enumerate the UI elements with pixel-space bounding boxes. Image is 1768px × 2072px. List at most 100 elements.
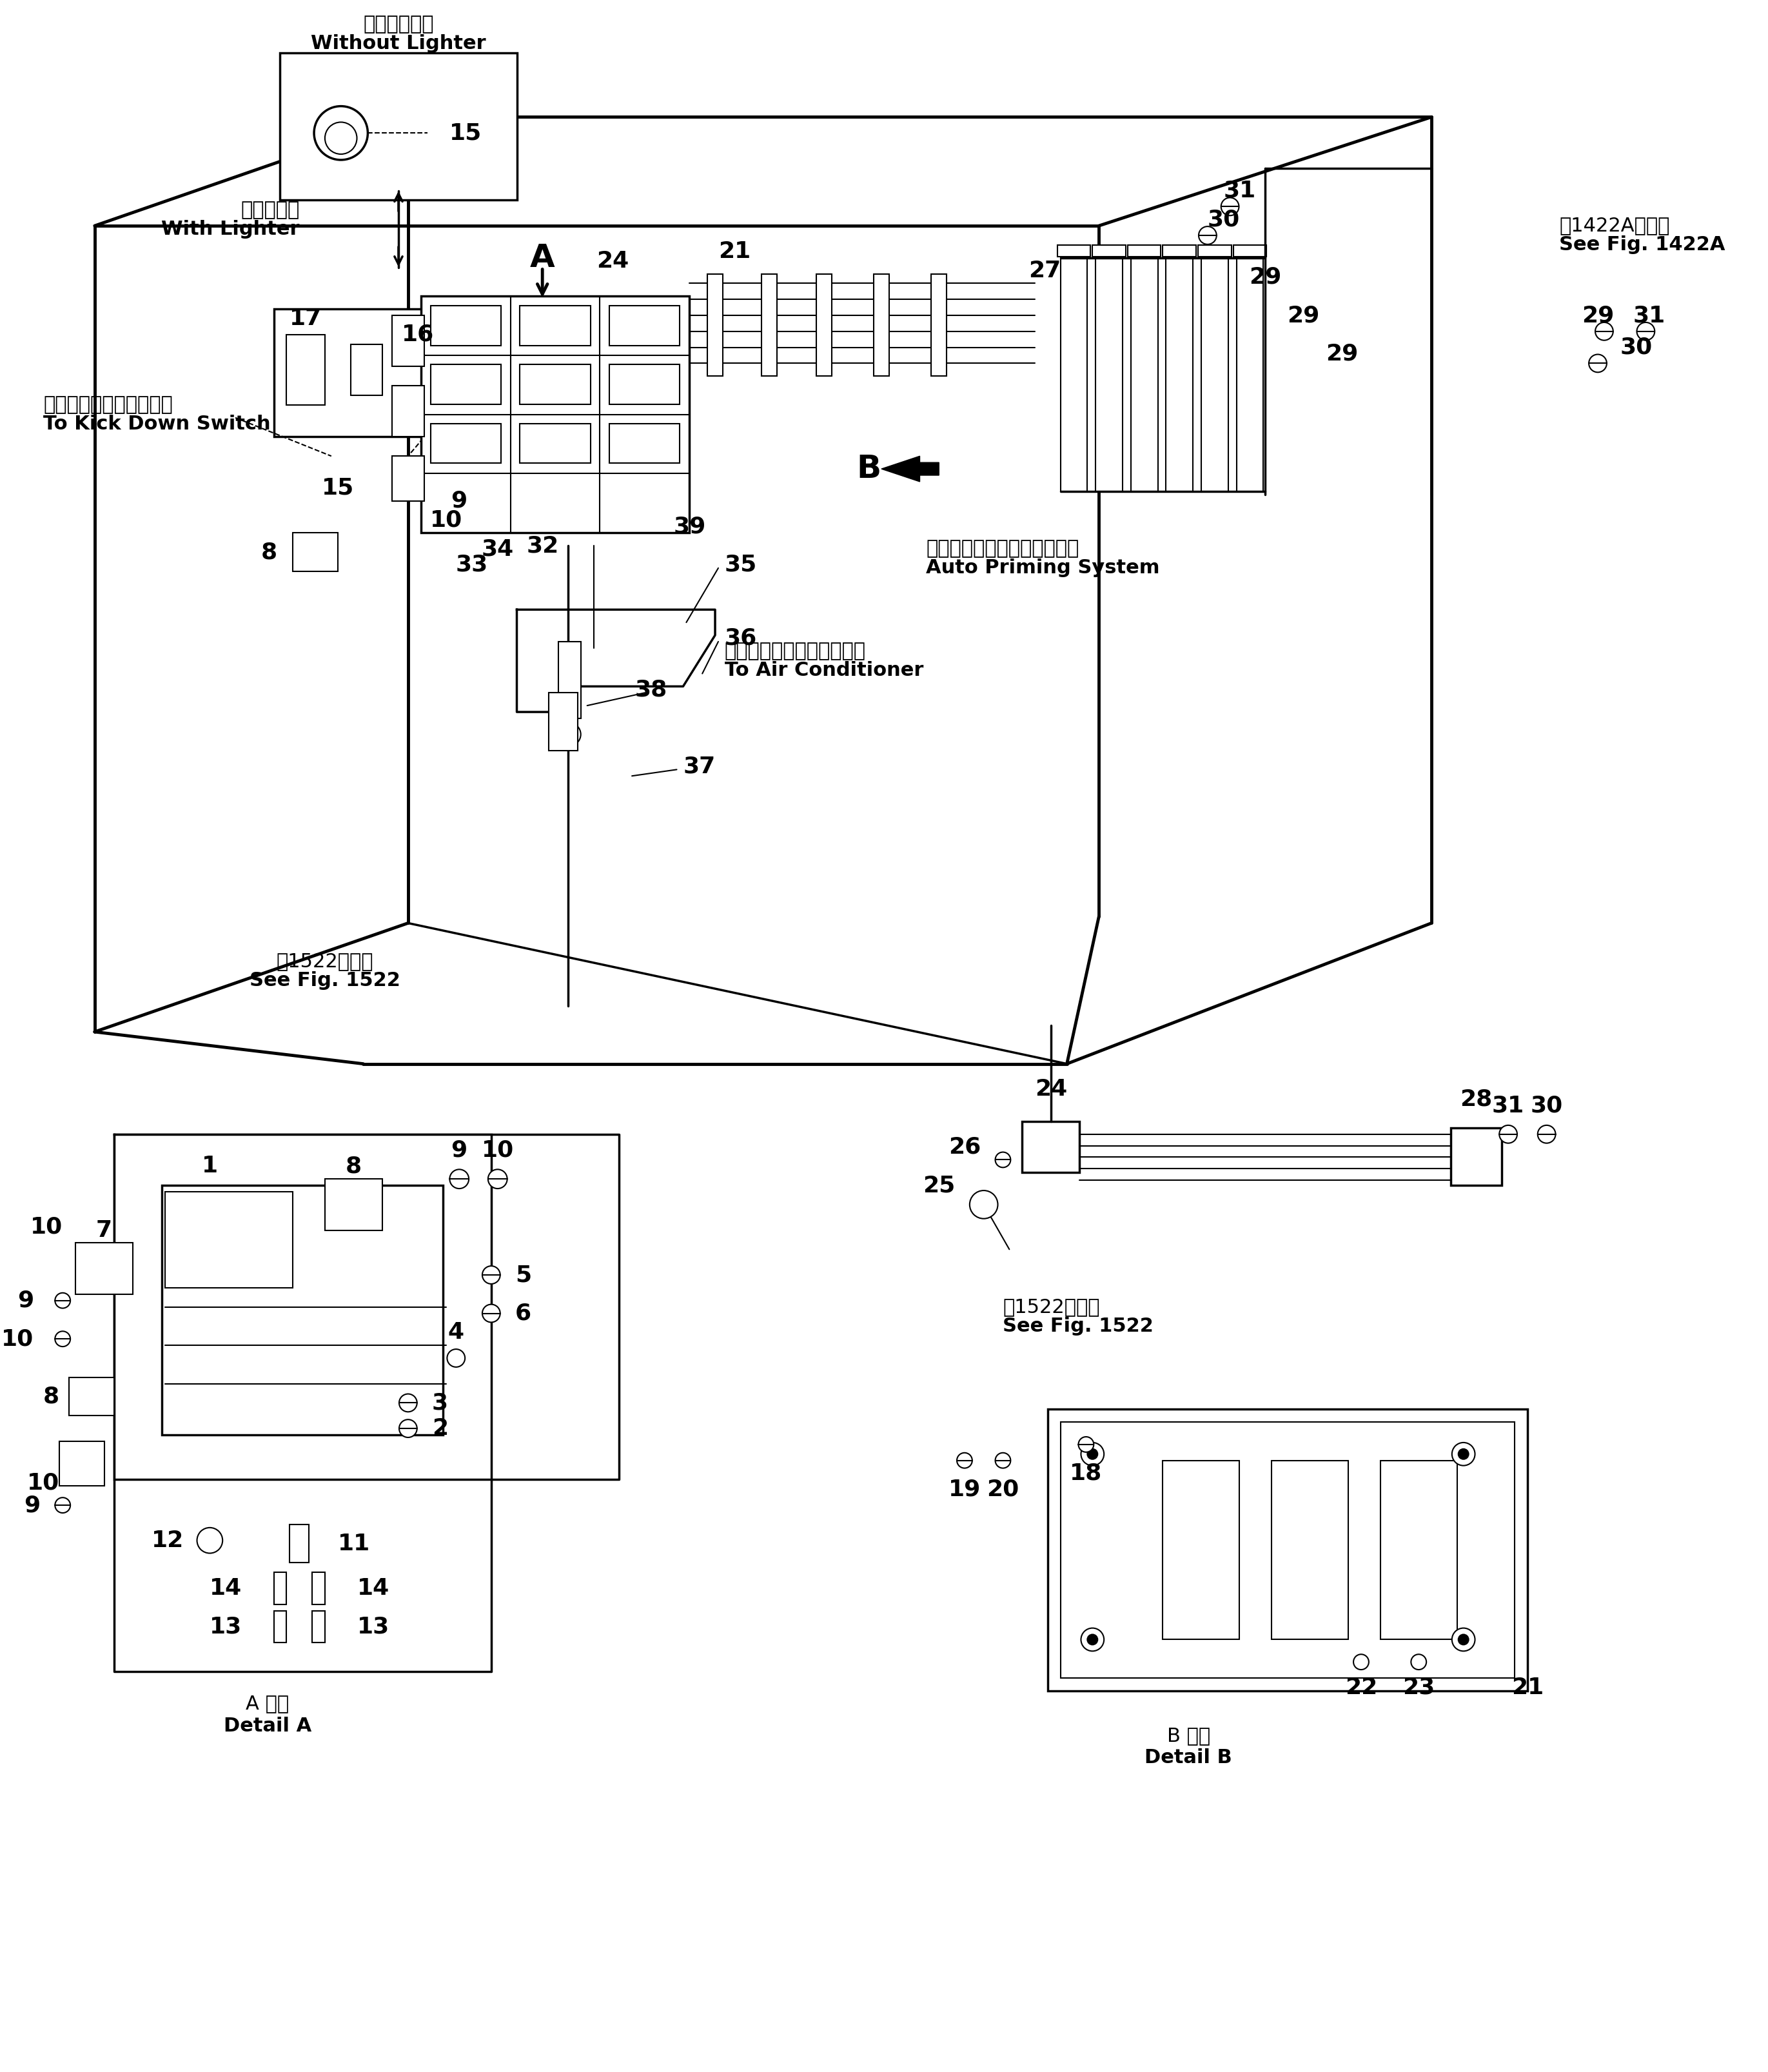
Text: 30: 30 (1208, 209, 1239, 230)
Circle shape (1459, 1635, 1469, 1645)
Text: 9: 9 (451, 1140, 467, 1160)
Bar (421, 296, 690, 533)
Text: 30: 30 (1531, 1094, 1563, 1117)
Circle shape (1452, 1442, 1475, 1465)
Bar (1200, 249, 1229, 491)
Text: 第1522図参照: 第1522図参照 (1002, 1297, 1100, 1316)
Circle shape (995, 1452, 1011, 1469)
Text: 9: 9 (25, 1494, 41, 1517)
Bar (1236, 249, 1264, 491)
Text: 33: 33 (456, 553, 488, 576)
Text: B: B (856, 454, 880, 485)
Circle shape (1087, 1448, 1098, 1459)
Circle shape (1499, 1125, 1517, 1144)
Circle shape (483, 1266, 500, 1285)
Text: 10: 10 (430, 510, 463, 530)
Bar (76, 1243, 133, 1295)
Circle shape (55, 1330, 71, 1347)
Bar (163, 1185, 444, 1436)
Text: B 詳細: B 詳細 (1167, 1726, 1209, 1745)
Bar (1132, 249, 1158, 491)
Text: 3: 3 (431, 1392, 447, 1413)
Circle shape (488, 1169, 507, 1189)
Bar (873, 274, 889, 377)
Bar (392, 385, 424, 437)
Text: 24: 24 (596, 251, 629, 271)
Text: 6: 6 (514, 1303, 532, 1324)
Text: キックダウンスイッチへ: キックダウンスイッチへ (44, 396, 173, 414)
Circle shape (1637, 323, 1655, 340)
Text: 29: 29 (1248, 265, 1282, 288)
Bar (1234, 244, 1266, 257)
Text: 1: 1 (202, 1156, 217, 1177)
Bar (559, 642, 580, 719)
Bar (392, 315, 424, 367)
Text: 2: 2 (431, 1417, 447, 1440)
Text: 14: 14 (209, 1577, 242, 1600)
Circle shape (557, 723, 580, 746)
Text: To Kick Down Switch: To Kick Down Switch (44, 414, 271, 433)
Bar (1093, 244, 1126, 257)
Text: 12: 12 (152, 1529, 184, 1552)
Bar (707, 274, 723, 377)
Circle shape (400, 1394, 417, 1411)
Bar (60, 1442, 104, 1486)
Circle shape (447, 1349, 465, 1368)
Circle shape (1087, 1635, 1098, 1645)
Bar (610, 365, 681, 404)
Circle shape (956, 1452, 972, 1469)
Text: A: A (530, 242, 555, 274)
Text: 25: 25 (923, 1175, 955, 1196)
Circle shape (1078, 1436, 1094, 1452)
Bar (1452, 1127, 1501, 1185)
Text: To Air Conditioner: To Air Conditioner (725, 661, 923, 680)
Bar (430, 423, 500, 464)
Bar (1128, 244, 1162, 257)
Circle shape (55, 1293, 71, 1307)
Text: 14: 14 (357, 1577, 389, 1600)
Bar (69, 1378, 113, 1415)
Text: 24: 24 (1034, 1077, 1068, 1100)
Circle shape (325, 122, 357, 153)
Text: A 詳細: A 詳細 (246, 1695, 288, 1714)
Text: 22: 22 (1345, 1676, 1377, 1699)
Bar (1271, 1461, 1349, 1639)
Text: 27: 27 (1029, 259, 1061, 282)
Bar (274, 1610, 286, 1643)
Bar (325, 1179, 382, 1231)
Text: 8: 8 (260, 541, 278, 564)
Circle shape (1354, 1653, 1368, 1670)
Circle shape (1199, 226, 1216, 244)
Text: 10: 10 (27, 1471, 60, 1494)
Bar (520, 365, 591, 404)
Text: 11: 11 (338, 1533, 370, 1554)
Text: 29: 29 (1287, 305, 1319, 325)
Bar (430, 307, 500, 346)
Bar (1381, 1461, 1457, 1639)
Bar (1061, 1421, 1515, 1678)
Bar (392, 456, 424, 501)
Text: 9: 9 (18, 1289, 34, 1312)
Text: See Fig. 1522: See Fig. 1522 (1002, 1318, 1155, 1336)
Bar (932, 274, 946, 377)
Circle shape (1589, 354, 1607, 373)
Bar (1022, 1121, 1080, 1173)
Text: 第1522図参照: 第1522図参照 (276, 953, 373, 972)
Bar (286, 334, 325, 404)
Text: 5: 5 (514, 1264, 532, 1287)
Text: 21: 21 (718, 240, 750, 263)
Text: 30: 30 (1619, 336, 1653, 358)
Polygon shape (882, 456, 939, 481)
Text: 第1422A図参照: 第1422A図参照 (1559, 215, 1671, 234)
Text: 9: 9 (451, 489, 467, 512)
Bar (274, 1573, 286, 1604)
Circle shape (1080, 1442, 1103, 1465)
Circle shape (1538, 1125, 1556, 1144)
Circle shape (969, 1191, 997, 1218)
Text: エアーコンディショナーへ: エアーコンディショナーへ (725, 642, 866, 661)
Bar (817, 274, 831, 377)
Text: 31: 31 (1492, 1094, 1524, 1117)
Circle shape (449, 1169, 469, 1189)
Circle shape (196, 1527, 223, 1554)
Bar (430, 365, 500, 404)
